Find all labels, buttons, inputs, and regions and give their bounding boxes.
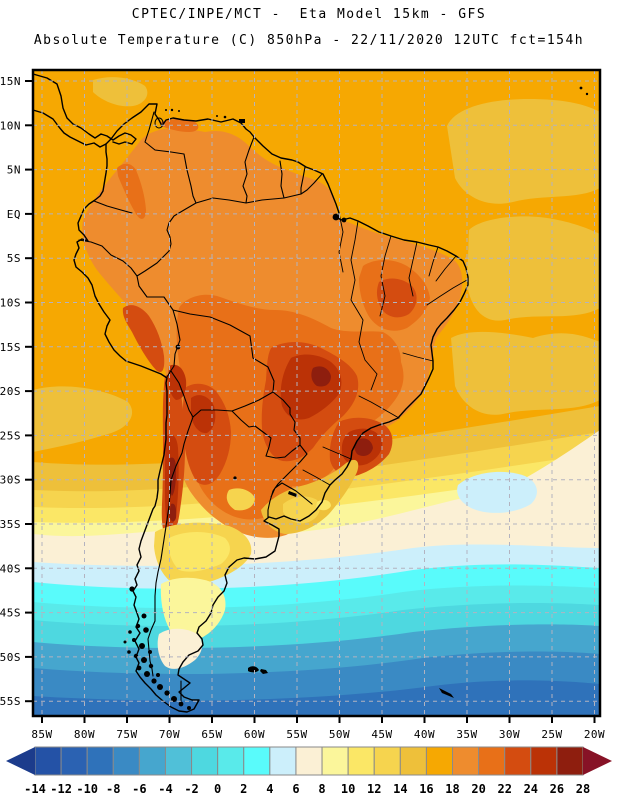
colorbar-tick-label: 4	[266, 782, 273, 796]
south-america-coastline	[73, 103, 469, 713]
colorbar-cell	[478, 746, 506, 776]
colorbar-cell	[112, 746, 140, 776]
lat-label: 15N	[0, 75, 21, 88]
colorbar-cell	[86, 746, 114, 776]
south-georgia-island	[439, 688, 454, 698]
lon-label: 20W	[584, 728, 605, 741]
colorbar: -14 -12 -10 -8 -6 -4 -2 0 2 4 6 8 10 12 14 16 18 20 22 24 26…	[6, 746, 612, 796]
colorbar-tick-label: -4	[158, 782, 172, 796]
lat-label: 50S	[0, 651, 21, 664]
lon-label: 75W	[116, 728, 137, 741]
islands-and-fjords	[123, 86, 589, 710]
lon-label: 60W	[244, 728, 265, 741]
lat-label: EQ	[7, 208, 21, 221]
map-canvas: 15N 10N 5N EQ 5S 10S 15S 20S 25S 30S 35S 40S 45S 50S 5…	[0, 68, 605, 741]
colorbar-right-arrow	[582, 747, 612, 775]
colorbar-tick-label: 22	[497, 782, 511, 796]
lat-label: 20S	[0, 385, 21, 398]
lat-label: 45S	[0, 607, 21, 620]
colorbar-cell	[217, 746, 245, 776]
colorbar-tick-label: -14	[24, 782, 46, 796]
colorbar-tick-label: -8	[106, 782, 120, 796]
lat-label: 5N	[7, 164, 21, 177]
colorbar-cell	[425, 746, 454, 776]
lon-label: 55W	[286, 728, 307, 741]
colorbar-cell	[138, 746, 166, 776]
lat-label: 35S	[0, 518, 21, 531]
colorbar-cell	[243, 746, 271, 776]
colorbar-tick-label: 26	[550, 782, 564, 796]
colorbar-cell	[452, 746, 480, 776]
colorbar-tick-label: -12	[50, 782, 72, 796]
map-subtitle: Absolute Temperature (C) 850hPa - 22/11/…	[33, 33, 585, 48]
colorbar-tick-label: 28	[576, 782, 590, 796]
lon-label: 65W	[201, 728, 222, 741]
map-frame	[31, 68, 602, 718]
colorbar-tick-label: 12	[367, 782, 381, 796]
lon-label: 35W	[456, 728, 477, 741]
colorbar-cell	[556, 746, 584, 776]
colorbar-tick-label: 2	[240, 782, 247, 796]
lake-maracaibo	[154, 117, 164, 129]
graticule	[33, 70, 600, 716]
colorbar-cell	[373, 746, 401, 776]
lon-label: 40W	[414, 728, 435, 741]
colorbar-tick-label: 18	[445, 782, 459, 796]
colorbar-cell	[399, 746, 427, 776]
colorbar-cell	[164, 746, 193, 776]
colorbar-cell	[60, 746, 88, 776]
lat-label: 25S	[0, 429, 21, 442]
axes: 15N 10N 5N EQ 5S 10S 15S 20S 25S 30S 35S 40S 45S 50S 5…	[0, 75, 605, 741]
colorbar-tick-label: 16	[419, 782, 433, 796]
colorbar-tick-label: 20	[471, 782, 485, 796]
lon-label: 70W	[159, 728, 180, 741]
colorbar-cell	[295, 746, 323, 776]
colorbar-tick-label: -10	[76, 782, 98, 796]
colorbar-tick-label: 8	[318, 782, 325, 796]
falkland-islands	[248, 666, 268, 674]
lon-label: 80W	[74, 728, 95, 741]
lagoa-dos-patos	[288, 491, 297, 497]
marajo-island	[332, 213, 340, 221]
colorbar-cell	[321, 746, 349, 776]
colorbar-cell	[347, 746, 375, 776]
colorbar-tick-label: 10	[341, 782, 355, 796]
state-borders	[302, 212, 468, 486]
colorbar-cell	[504, 746, 532, 776]
colorbar-cell	[191, 746, 219, 776]
lat-label: 15S	[0, 341, 21, 354]
colorbar-tick-label: 0	[214, 782, 221, 796]
lat-label: 10N	[0, 119, 21, 132]
colorbar-cell	[34, 746, 62, 776]
colorbar-cell	[269, 746, 297, 776]
lat-label: 40S	[0, 562, 21, 575]
colorbar-scale: -14 -12 -10 -8 -6 -4 -2 0 2 4 6 8 10 12 14 16 18 20 22 24 26…	[6, 746, 612, 796]
colorbar-tick-label: -6	[132, 782, 146, 796]
temperature-field	[33, 70, 600, 716]
lat-label: 30S	[0, 474, 21, 487]
colorbar-left-arrow	[6, 747, 35, 775]
lon-label: 45W	[371, 728, 392, 741]
colorbar-tick-label: 14	[393, 782, 407, 796]
trinidad-island	[239, 119, 245, 123]
colorbar-tick-label: -2	[184, 782, 198, 796]
lat-label: 5S	[7, 252, 21, 265]
lon-label: 85W	[31, 728, 52, 741]
colorbar-cell	[530, 746, 558, 776]
colorbar-tick-label: 24	[524, 782, 538, 796]
lon-label: 25W	[541, 728, 562, 741]
central-america-coastline	[32, 73, 137, 148]
lat-label: 10S	[0, 297, 21, 310]
lon-label: 30W	[499, 728, 520, 741]
lon-label: 50W	[329, 728, 350, 741]
colorbar-tick-label: 6	[292, 782, 299, 796]
lat-label: 55S	[0, 695, 21, 708]
map-title: CPTEC/INPE/MCT - Eta Model 15km - GFS	[131, 7, 487, 22]
